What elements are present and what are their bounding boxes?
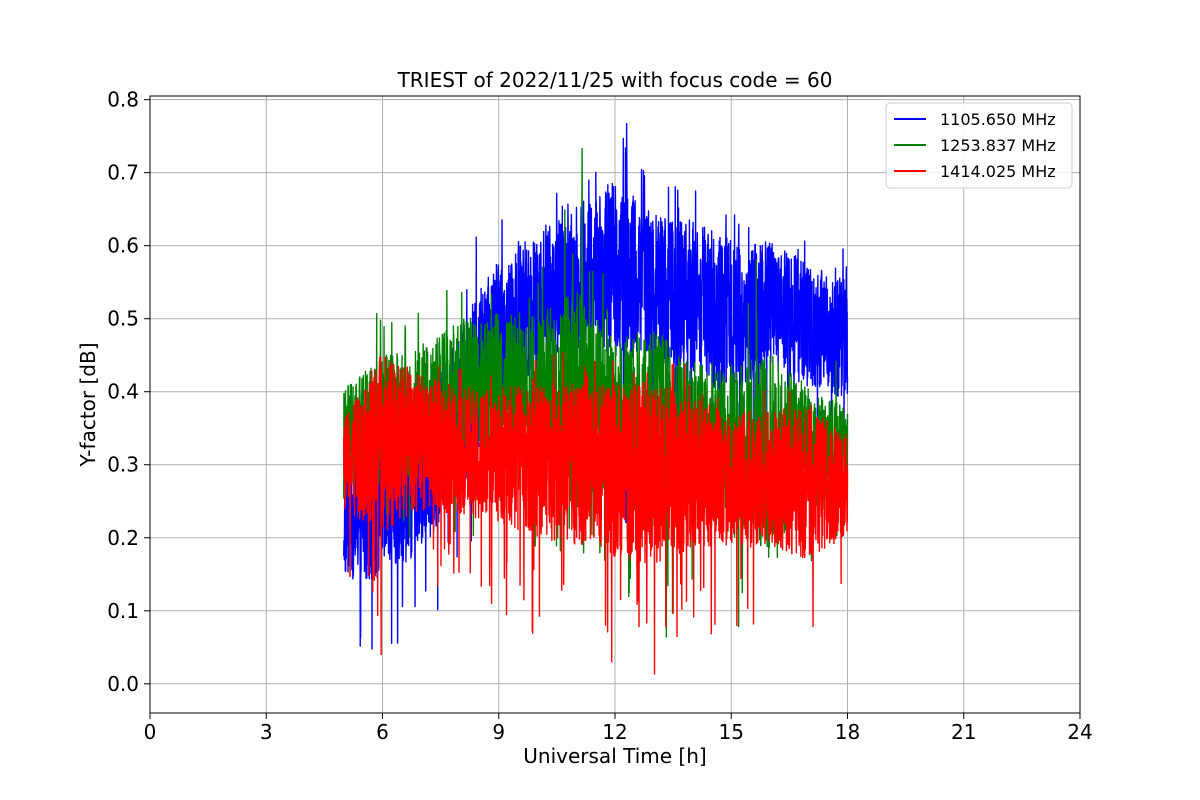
legend: 1105.650 MHz 1253.837 MHz 1414.025 MHz	[885, 102, 1073, 189]
y-tick-label: 0.7	[107, 161, 139, 185]
x-axis-ticks: 0 3 6 9 12 15 18 21 24	[144, 713, 1093, 744]
legend-label: 1414.025 MHz	[940, 162, 1056, 181]
y-tick-label: 0.2	[107, 526, 139, 550]
x-axis-label: Universal Time [h]	[523, 744, 706, 768]
x-tick-label: 9	[492, 720, 505, 744]
x-tick-label: 3	[260, 720, 273, 744]
y-tick-label: 0.8	[107, 88, 139, 112]
y-axis-ticks: 0.0 0.1 0.2 0.3 0.4 0.5 0.6 0.7 0.8	[107, 88, 150, 696]
x-tick-label: 12	[602, 720, 627, 744]
y-tick-label: 0.3	[107, 453, 139, 477]
x-tick-label: 0	[144, 720, 157, 744]
series-layer	[343, 123, 849, 675]
y-tick-label: 0.0	[107, 672, 139, 696]
y-tick-label: 0.4	[107, 380, 139, 404]
legend-label: 1105.650 MHz	[940, 110, 1056, 129]
legend-box	[885, 102, 1073, 189]
x-tick-label: 15	[719, 720, 744, 744]
y-tick-label: 0.5	[107, 307, 139, 331]
x-tick-label: 21	[951, 720, 976, 744]
y-axis-label: Y-factor [dB]	[76, 342, 100, 467]
chart-title: TRIEST of 2022/11/25 with focus code = 6…	[397, 68, 833, 92]
x-tick-label: 18	[835, 720, 860, 744]
y-tick-label: 0.6	[107, 234, 139, 258]
x-tick-label: 6	[376, 720, 389, 744]
series-line-3	[343, 351, 849, 675]
legend-label: 1253.837 MHz	[940, 136, 1056, 155]
x-tick-label: 24	[1067, 720, 1092, 744]
y-tick-label: 0.1	[107, 599, 139, 623]
